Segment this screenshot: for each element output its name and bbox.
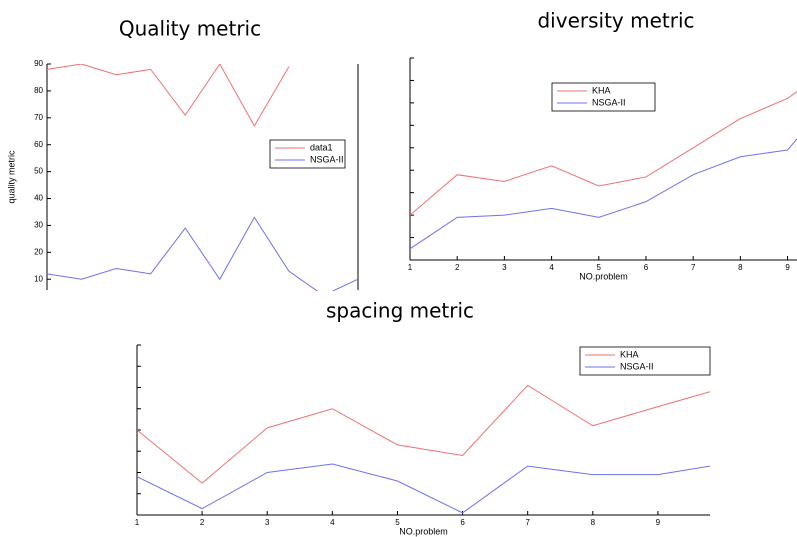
y-tick-label: 10 <box>34 274 43 283</box>
legend-label: NSGA-II <box>620 361 654 371</box>
chart-title: Quality metric <box>119 17 261 41</box>
y-tick-label: 60 <box>34 140 43 149</box>
series-line <box>410 139 797 249</box>
y-axis-label: quality metric <box>6 150 16 204</box>
x-tick-label: 2 <box>200 518 205 527</box>
x-tick-label: 4 <box>549 263 554 272</box>
y-tick-label: 30 <box>34 221 43 230</box>
y-tick-label: 90 <box>34 59 43 68</box>
x-axis-label: NO.problem <box>399 526 448 536</box>
x-axis-label: NO.problem <box>579 271 628 281</box>
x-tick-label: 7 <box>525 518 530 527</box>
x-tick-label: 9 <box>785 263 790 272</box>
x-tick-label: 8 <box>591 518 596 527</box>
legend-label: KHA <box>620 349 639 359</box>
x-tick-label: 3 <box>265 518 270 527</box>
legend-label: KHA <box>592 85 611 95</box>
figure: Quality metric 10 20 30 40 50 60 70 80 90 quality … <box>0 0 797 537</box>
x-tick-label: 3 <box>502 263 507 272</box>
legend-label: data1 <box>310 142 333 152</box>
y-tick-label: 40 <box>34 194 43 203</box>
x-tick-label: 1 <box>135 518 140 527</box>
legend-label: NSGA-II <box>310 154 344 164</box>
x-tick-label: 2 <box>455 263 460 272</box>
series-line <box>137 464 710 513</box>
y-tick-label: 50 <box>34 167 43 176</box>
y-tick-label: 20 <box>34 247 43 256</box>
page: {"chart_data": [ {"type": "line", "title… <box>0 0 797 537</box>
x-tick-label: 1 <box>408 263 413 272</box>
chart-title: spacing metric <box>326 299 474 323</box>
x-tick-label: 4 <box>330 518 335 527</box>
x-tick-label: 6 <box>460 518 465 527</box>
x-tick-label: 7 <box>691 263 696 272</box>
chart-title: diversity metric <box>537 9 694 33</box>
x-tick-label: 8 <box>738 263 743 272</box>
legend-label: NSGA-II <box>592 97 626 107</box>
series-line <box>137 385 710 483</box>
series-line <box>47 64 289 126</box>
series-line <box>47 217 358 295</box>
x-tick-label: 6 <box>644 263 649 272</box>
y-tick-label: 80 <box>34 86 43 95</box>
x-tick-label: 9 <box>656 518 661 527</box>
y-tick-label: 70 <box>34 113 43 122</box>
